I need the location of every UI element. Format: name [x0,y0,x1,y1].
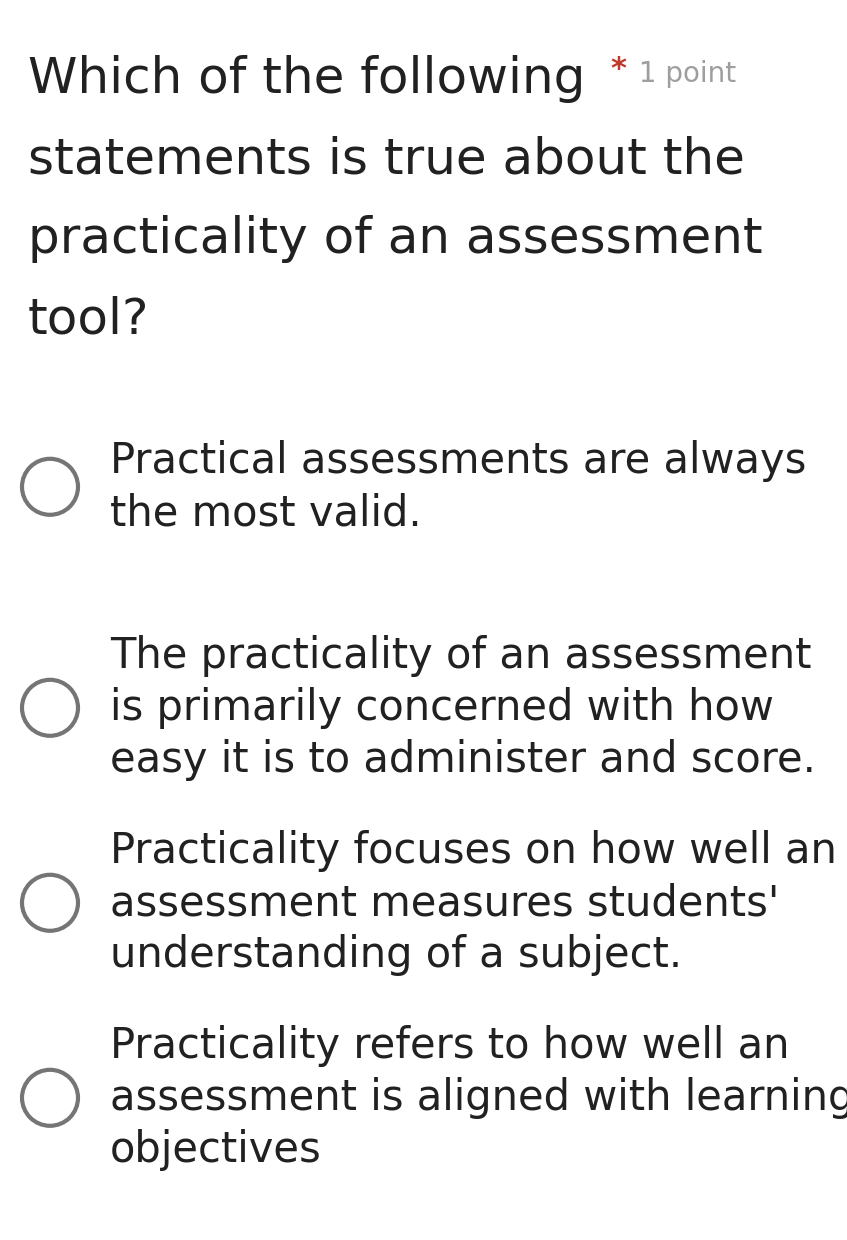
Text: Practical assessments are always: Practical assessments are always [110,440,806,482]
Text: statements is true about the: statements is true about the [28,135,745,184]
Text: tool?: tool? [28,295,150,343]
Text: easy it is to administer and score.: easy it is to administer and score. [110,739,816,781]
Text: practicality of an assessment: practicality of an assessment [28,215,762,263]
Text: *: * [610,55,626,84]
Text: Practicality refers to how well an: Practicality refers to how well an [110,1025,789,1066]
Text: 1 point: 1 point [630,60,736,88]
Text: is primarily concerned with how: is primarily concerned with how [110,687,774,729]
Text: the most valid.: the most valid. [110,492,422,534]
Text: Which of the following: Which of the following [28,55,585,103]
Text: assessment measures students': assessment measures students' [110,882,779,924]
Text: Practicality focuses on how well an: Practicality focuses on how well an [110,830,837,872]
Text: understanding of a subject.: understanding of a subject. [110,934,682,976]
Text: The practicality of an assessment: The practicality of an assessment [110,635,811,677]
Text: assessment is aligned with learning: assessment is aligned with learning [110,1078,847,1118]
Text: objectives: objectives [110,1128,322,1171]
